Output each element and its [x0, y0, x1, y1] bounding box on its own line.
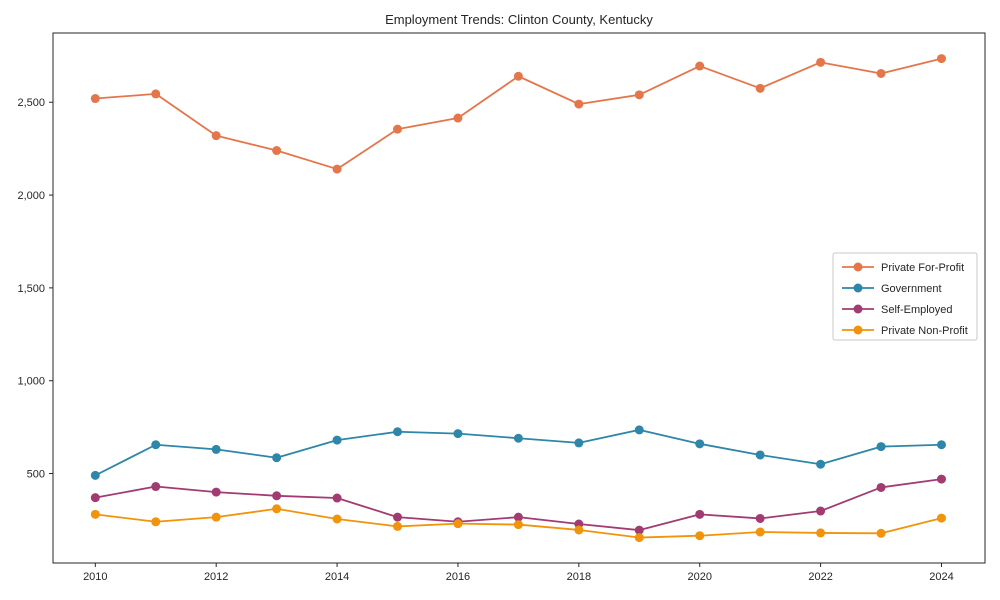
data-point-self-employed: [936, 474, 946, 484]
data-point-private-for-profit: [876, 68, 886, 78]
data-point-private-for-profit: [90, 94, 100, 104]
data-point-government: [574, 438, 584, 448]
data-point-private-for-profit: [755, 83, 765, 93]
x-tick-label: 2022: [808, 571, 832, 583]
x-axis: 2010 2012 2014 2016 2018 2020 2022 2024: [83, 563, 954, 583]
series-government: [90, 425, 946, 480]
series-private-for-profit: [90, 54, 946, 174]
y-tick-label: 1,500: [17, 283, 45, 295]
legend-label: Private For-Profit: [881, 262, 964, 274]
data-point-government: [695, 439, 705, 449]
data-point-private-for-profit: [332, 164, 342, 174]
data-point-government: [211, 444, 221, 454]
plot-frame: [52, 32, 986, 564]
data-point-self-employed: [90, 493, 100, 503]
data-point-private-non-profit: [332, 514, 342, 524]
data-point-private-non-profit: [574, 525, 584, 535]
data-point-government: [90, 470, 100, 480]
data-point-self-employed: [634, 525, 644, 535]
legend-marker-dot: [853, 262, 863, 272]
data-point-self-employed: [876, 482, 886, 492]
legend-marker-dot: [853, 283, 863, 293]
legend-label: Private Non-Profit: [881, 325, 968, 337]
data-point-private-non-profit: [816, 528, 826, 538]
chart-title: Employment Trends: Clinton County, Kentu…: [385, 12, 653, 27]
data-point-government: [755, 450, 765, 460]
data-point-private-for-profit: [816, 57, 826, 67]
data-point-self-employed: [151, 482, 161, 492]
data-point-private-non-profit: [755, 527, 765, 537]
data-point-self-employed: [211, 487, 221, 497]
data-point-private-for-profit: [151, 89, 161, 99]
data-point-private-non-profit: [151, 517, 161, 527]
data-point-private-non-profit: [936, 513, 946, 523]
legend-label: Government: [881, 283, 942, 295]
data-point-government: [393, 427, 403, 437]
data-point-private-for-profit: [272, 146, 282, 156]
data-point-private-for-profit: [936, 54, 946, 64]
x-tick-label: 2018: [567, 571, 591, 583]
x-tick-label: 2012: [204, 571, 228, 583]
data-point-private-non-profit: [453, 519, 463, 529]
x-tick-label: 2010: [83, 571, 107, 583]
y-tick-label: 2,000: [17, 190, 45, 202]
series-private-non-profit: [90, 504, 946, 543]
y-tick-label: 1,000: [17, 376, 45, 388]
data-point-government: [332, 435, 342, 445]
data-point-private-for-profit: [211, 131, 221, 141]
x-tick-label: 2016: [446, 571, 470, 583]
x-tick-label: 2014: [325, 571, 349, 583]
data-point-private-for-profit: [634, 90, 644, 100]
data-point-government: [272, 453, 282, 463]
legend-label: Self-Employed: [881, 304, 953, 316]
data-point-government: [634, 425, 644, 435]
data-point-private-non-profit: [513, 520, 523, 530]
data-point-government: [876, 442, 886, 452]
data-point-private-non-profit: [695, 531, 705, 541]
data-point-private-non-profit: [634, 533, 644, 543]
data-point-government: [816, 459, 826, 469]
data-point-self-employed: [332, 493, 342, 503]
y-axis: 500 1,000 1,500 2,000 2,500: [17, 97, 53, 481]
data-point-private-non-profit: [211, 512, 221, 522]
data-point-self-employed: [816, 506, 826, 516]
data-point-private-non-profit: [272, 504, 282, 514]
data-point-private-for-profit: [574, 99, 584, 109]
data-point-self-employed: [695, 509, 705, 519]
data-point-self-employed: [513, 512, 523, 522]
x-tick-label: 2020: [687, 571, 711, 583]
data-point-private-non-profit: [90, 509, 100, 519]
legend-box: [832, 252, 978, 341]
data-point-private-for-profit: [513, 71, 523, 81]
data-point-government: [936, 440, 946, 450]
data-point-self-employed: [272, 491, 282, 501]
data-point-private-for-profit: [453, 113, 463, 123]
data-point-self-employed: [755, 513, 765, 523]
data-point-government: [453, 429, 463, 439]
legend-marker-dot: [853, 304, 863, 314]
y-tick-label: 2,500: [17, 97, 45, 109]
data-point-private-non-profit: [876, 528, 886, 538]
data-point-private-for-profit: [695, 61, 705, 71]
data-point-self-employed: [393, 512, 403, 522]
y-tick-label: 500: [27, 469, 45, 481]
data-point-government: [513, 433, 523, 443]
data-point-private-for-profit: [393, 124, 403, 134]
data-point-private-non-profit: [393, 521, 403, 531]
x-tick-label: 2024: [929, 571, 953, 583]
data-point-government: [151, 440, 161, 450]
legend-marker-dot: [853, 325, 863, 335]
legend: Private For-Profit Government Self-Employe…: [832, 252, 978, 341]
